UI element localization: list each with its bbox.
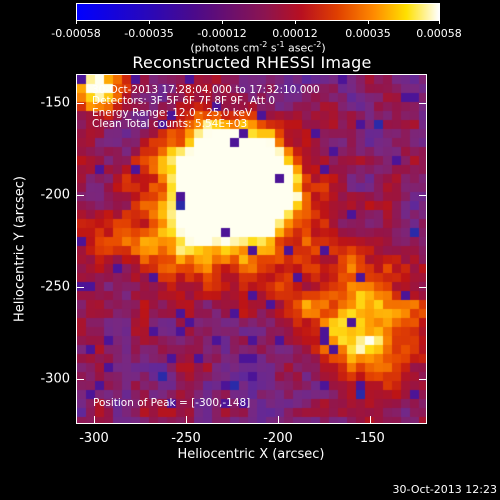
colorbar-tick-label: -0.00012 [197,27,247,40]
plot-title: Reconstructed RHESSI Image [132,53,372,72]
colorbar-tick [295,20,296,24]
y-axis-label: Heliocentric Y (arcsec) [12,176,28,322]
colorbar-tick-label: -0.00058 [51,27,101,40]
peak-position-text: Position of Peak = [-300,-148] [93,397,251,409]
colorbar-tick [368,20,369,24]
y-tick-label: -200 [40,187,70,203]
x-tick [186,416,187,424]
colorbar [76,3,440,21]
heatmap-image [77,75,426,423]
y-tick [76,287,84,288]
colorbar-tick [76,20,77,24]
y-tick [419,287,427,288]
colorbar-units: (photons cm-2 s-1 asec-2) [190,40,326,55]
image-plot-area: 30-Oct-2013 17:28:04.000 to 17:32:10.000… [76,74,427,424]
x-tick-label: -200 [263,431,293,446]
colorbar-gradient [77,4,439,20]
y-tick [76,379,84,380]
x-tick-label: -150 [355,431,385,446]
algorithm-counts-text: Clean Total counts: 5.54E+03 [92,117,248,130]
y-tick-label: -250 [40,279,70,295]
plot-timestamp: 30-Oct-2013 12:23 [392,483,497,496]
y-tick-label: -150 [40,95,70,111]
colorbar-tick [149,20,150,24]
energy-range-text: Energy Range: 12.0 - 25.0 keV [92,106,253,119]
colorbar-tick-label: 0.00058 [416,27,462,40]
y-tick [419,379,427,380]
colorbar-tick-label: 0.00012 [272,27,318,40]
time-range-text: 30-Oct-2013 17:28:04.000 to 17:32:10.000 [92,84,320,96]
x-tick [278,416,279,424]
colorbar-tick-label: -0.00035 [124,27,174,40]
colorbar-tick-label: 0.00035 [345,27,391,40]
x-tick [94,416,95,424]
x-tick-label: -300 [79,431,109,446]
x-axis-label: Heliocentric X (arcsec) [177,447,325,462]
y-tick-label: -300 [40,371,70,387]
x-tick-label: -250 [171,431,201,446]
y-tick [76,103,84,104]
y-tick [419,195,427,196]
colorbar-tick [439,20,440,24]
detectors-text: Detectors: 3F 5F 6F 7F 8F 9F, Att 0 [92,95,276,108]
colorbar-tick [222,20,223,24]
observation-info: 30-Oct-2013 17:28:04.000 to 17:32:10.000… [92,84,320,130]
x-tick [370,416,371,424]
y-tick [419,103,427,104]
y-tick [76,195,84,196]
